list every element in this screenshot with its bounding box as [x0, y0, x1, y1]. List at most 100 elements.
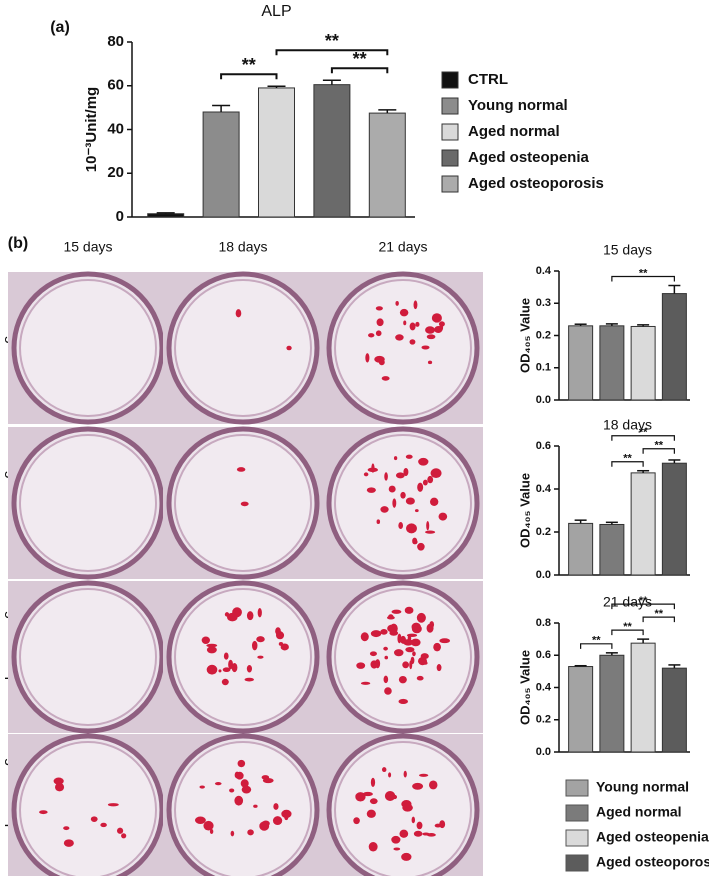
error-bar — [605, 652, 618, 656]
stain-spot — [90, 816, 98, 822]
stain-spot — [429, 780, 438, 790]
y-tick-label: 0.8 — [536, 617, 551, 629]
legend-label: Aged normal — [596, 804, 682, 820]
stain-spot — [240, 779, 249, 788]
stain-spot — [406, 523, 417, 534]
bar — [568, 325, 594, 401]
stain-spot — [416, 612, 426, 623]
well-inner — [334, 279, 472, 417]
stain-spot — [423, 661, 428, 665]
significance-label: ** — [325, 31, 339, 51]
stain-spot — [384, 791, 396, 802]
bar — [599, 654, 625, 753]
stain-spot — [384, 472, 388, 481]
stain-spot — [116, 827, 124, 834]
stain-spot — [194, 816, 206, 825]
stain-spot — [394, 649, 404, 657]
legend-swatch — [441, 175, 459, 193]
stain-spot — [407, 634, 412, 643]
significance-label: ** — [654, 608, 663, 620]
column-label: 21 days — [378, 239, 427, 255]
stain-spot — [107, 803, 119, 807]
column-label: 15 days — [63, 239, 112, 255]
stain-spot — [405, 646, 415, 653]
significance-bracket — [330, 67, 389, 74]
bar — [599, 523, 625, 576]
stain-spot — [251, 640, 258, 651]
y-tick-label: 20 — [107, 164, 124, 181]
legend-label: Young normal — [468, 97, 568, 114]
bar — [258, 87, 295, 218]
significance-bracket — [580, 643, 613, 649]
stain-spot — [403, 770, 407, 778]
stain-spot — [433, 642, 441, 652]
stain-spot — [203, 820, 214, 831]
stain-spot — [391, 835, 401, 844]
stain-spot — [247, 829, 254, 836]
stain-spot — [380, 629, 388, 635]
stain-spot — [355, 792, 366, 802]
stain-spot — [257, 607, 262, 618]
stain-spot — [399, 829, 409, 838]
significance-bracket — [642, 448, 675, 454]
well-inner — [174, 588, 312, 726]
stain-spot — [391, 609, 402, 614]
y-axis-label: 10⁻³Unit/mg — [83, 87, 100, 172]
stain-spot — [416, 821, 423, 830]
stain-spot — [429, 497, 439, 507]
legend-swatch — [565, 854, 589, 872]
stain-spot — [363, 472, 369, 477]
legend-label: Young normal — [596, 779, 689, 795]
stain-spot — [412, 782, 424, 790]
y-tick-label: 0.3 — [536, 297, 551, 309]
bar — [568, 522, 594, 576]
stain-spot — [417, 482, 424, 492]
error-bar — [605, 323, 618, 326]
stain-spot — [273, 803, 279, 810]
y-tick-label: 0.0 — [536, 569, 551, 581]
y-tick-label: 40 — [107, 120, 124, 137]
stain-spot — [383, 646, 388, 651]
stain-spot — [398, 675, 407, 684]
stain-spot — [257, 655, 264, 659]
stain-spot — [360, 632, 369, 642]
stain-spot — [369, 651, 377, 657]
stain-spot — [421, 345, 430, 350]
stain-spot — [381, 376, 390, 381]
stain-spot — [234, 795, 244, 806]
stain-spot — [362, 791, 373, 797]
y-axis-label: OD₄₀₅ Value — [517, 298, 532, 373]
stain-spot — [366, 487, 376, 493]
panel-label: (a) — [50, 19, 70, 36]
stain-spot — [370, 660, 378, 669]
significance-label: ** — [623, 453, 632, 465]
stain-spot — [383, 675, 389, 684]
stain-spot — [405, 497, 415, 505]
y-tick-label: 0.4 — [536, 265, 552, 277]
stain-spot — [246, 611, 254, 621]
legend-swatch — [565, 829, 589, 847]
y-tick-label: 0.2 — [536, 526, 551, 538]
error-bar — [574, 323, 587, 326]
stain-spot — [403, 467, 409, 477]
stain-spot — [402, 661, 410, 669]
error-bar — [212, 104, 231, 112]
stain-spot — [253, 804, 258, 808]
well-inner — [19, 741, 157, 876]
bar — [661, 667, 687, 753]
legend-swatch — [441, 149, 459, 167]
legend-label: Aged osteopenia — [468, 149, 590, 166]
bar — [630, 325, 656, 401]
well-inner — [174, 279, 312, 417]
stain-spot — [400, 491, 406, 499]
stain-spot — [366, 809, 376, 818]
stain-spot — [224, 612, 230, 617]
y-tick-label: 0.6 — [536, 440, 551, 452]
stain-spot — [376, 318, 384, 327]
legend-label: Aged osteopenia — [596, 829, 709, 845]
bar — [599, 325, 625, 401]
stain-spot — [434, 325, 443, 334]
stain-spot — [100, 822, 107, 828]
stain-spot — [230, 830, 235, 837]
bar — [661, 293, 687, 401]
